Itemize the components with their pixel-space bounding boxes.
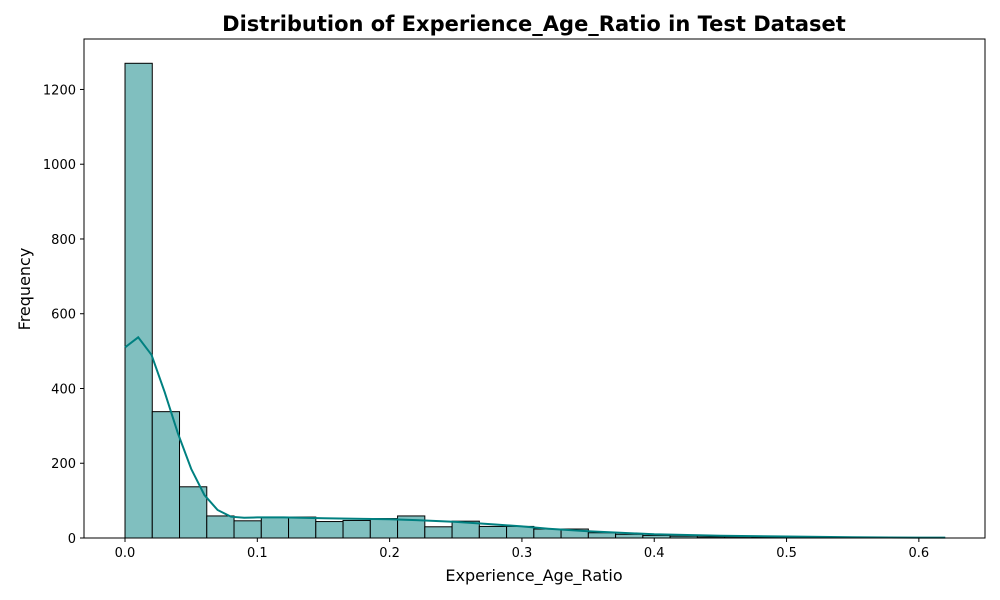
x-axis: 0.0 0.1 0.2 0.3 0.4 0.5 0.6 [115,538,930,561]
histogram-bar [179,486,208,539]
y-axis: 0 200 400 600 800 1000 1200 [43,83,84,547]
y-tick-label: 400 [51,382,76,397]
histogram-bar [124,62,153,539]
histogram-bar [288,516,317,539]
y-tick-label: 600 [51,308,76,323]
histogram-bar [506,525,535,539]
x-axis-label: Experience_Age_Ratio [445,566,622,586]
histogram-bar [315,521,344,539]
y-tick-label: 0 [68,532,76,547]
histogram-bar [615,533,644,539]
x-tick-label: 0.2 [379,546,400,561]
y-axis-label: Frequency [15,248,34,331]
kde-curve [124,335,946,539]
y-tick-label: 200 [51,457,76,472]
y-tick-label: 800 [51,233,76,248]
histogram-bar [206,515,235,539]
plot-frame [83,38,986,539]
histogram-bar [151,411,181,539]
y-tick-label: 1000 [43,158,76,173]
x-tick-label: 0.3 [512,546,533,561]
x-tick-label: 0.1 [247,546,268,561]
histogram-bar [533,528,562,539]
y-tick-label: 1200 [43,83,76,98]
chart-title: Distribution of Experience_Age_Ratio in … [222,12,846,36]
x-tick-label: 0.6 [909,546,930,561]
histogram-bar [369,518,399,539]
bars-group [124,62,944,539]
histogram-bar [424,526,453,539]
histogram-bar [342,519,371,539]
x-tick-label: 0.0 [115,546,136,561]
histogram-bar [587,532,617,539]
histogram-bar [260,516,290,539]
x-tick-label: 0.4 [644,546,665,561]
x-tick-label: 0.5 [776,546,797,561]
histogram-bar [233,520,262,539]
histogram-bar [478,525,508,539]
